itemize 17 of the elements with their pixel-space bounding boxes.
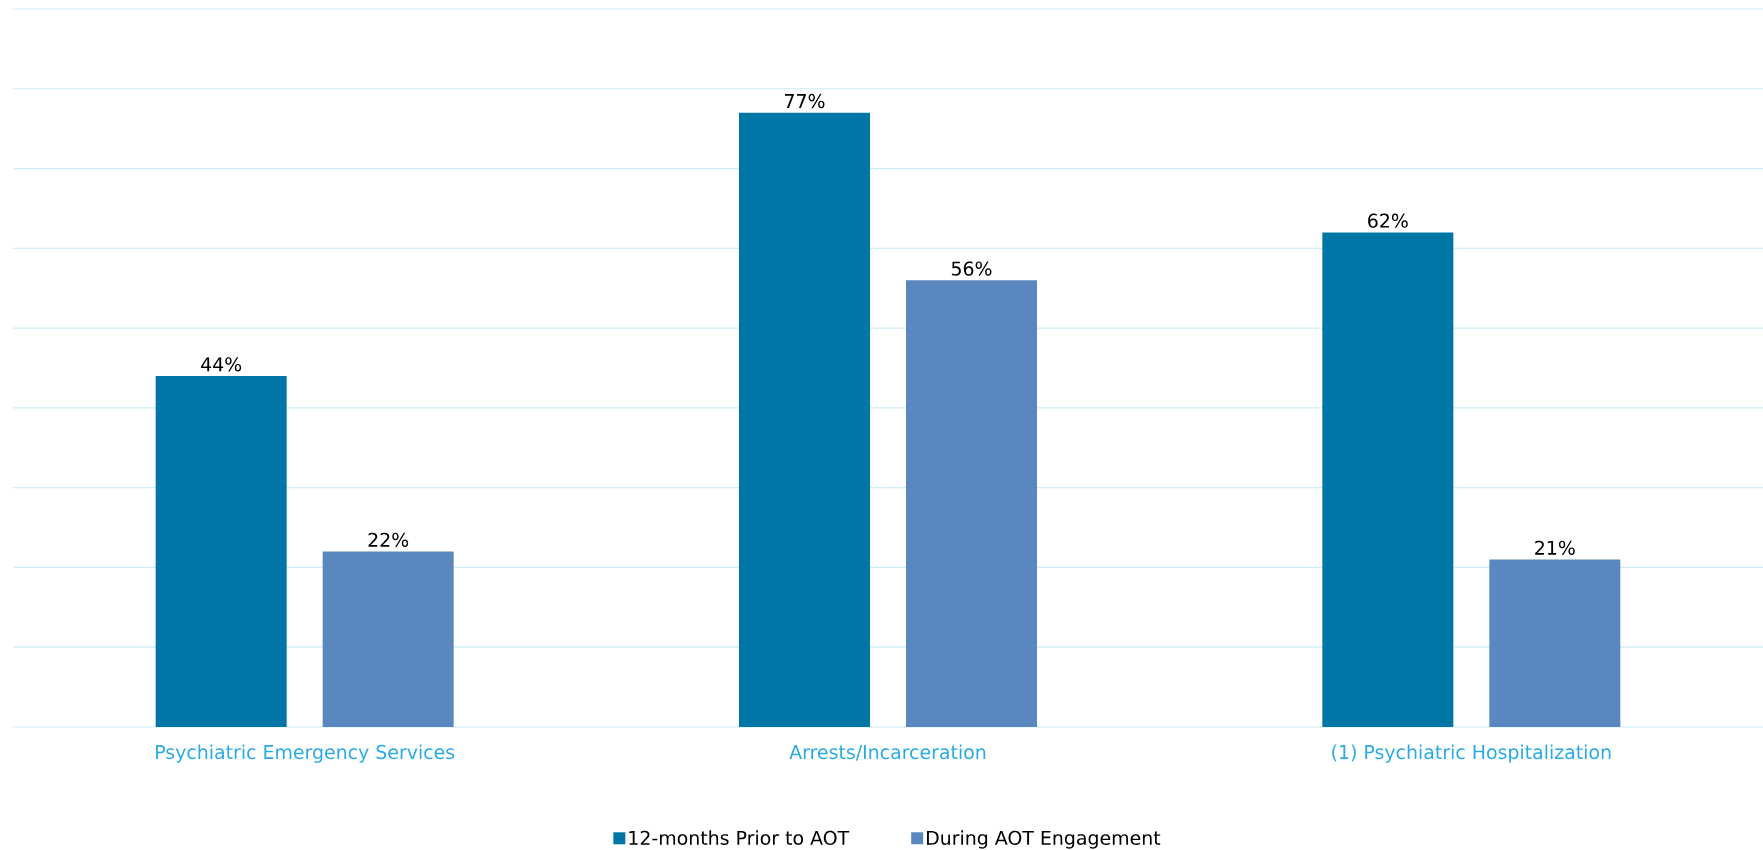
data-label: 77% <box>785 93 825 109</box>
x-tick-label: Psychiatric Emergency Services <box>156 744 455 763</box>
x-tick-label: (1) Psychiatric Hospitalization <box>1332 744 1611 763</box>
bar <box>1322 232 1454 727</box>
bar <box>155 375 287 727</box>
data-label: 62% <box>1368 213 1408 228</box>
data-label: 22% <box>368 532 409 547</box>
bar <box>738 112 870 727</box>
bar <box>1489 559 1621 727</box>
legend-label: During AOT Engagement <box>927 830 1161 849</box>
bar <box>906 280 1037 727</box>
legend-label: 12-months Prior to AOT <box>629 830 850 845</box>
data-label: 21% <box>1535 540 1575 555</box>
bar <box>322 551 454 727</box>
data-label: 44% <box>201 357 242 372</box>
x-tick-label: Arrests/Incarceration <box>789 744 986 761</box>
data-label: 56% <box>951 261 992 276</box>
